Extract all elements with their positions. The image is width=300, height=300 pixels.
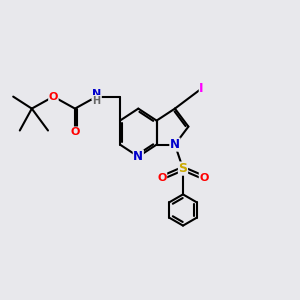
- Text: H: H: [92, 95, 101, 106]
- Text: O: O: [49, 92, 58, 102]
- Text: N: N: [170, 138, 180, 151]
- Text: O: O: [70, 127, 80, 137]
- Text: N: N: [92, 89, 101, 100]
- Text: O: O: [157, 172, 167, 183]
- Text: I: I: [199, 82, 204, 95]
- Text: S: S: [178, 162, 188, 175]
- Text: O: O: [199, 172, 209, 183]
- Text: N: N: [133, 150, 143, 163]
